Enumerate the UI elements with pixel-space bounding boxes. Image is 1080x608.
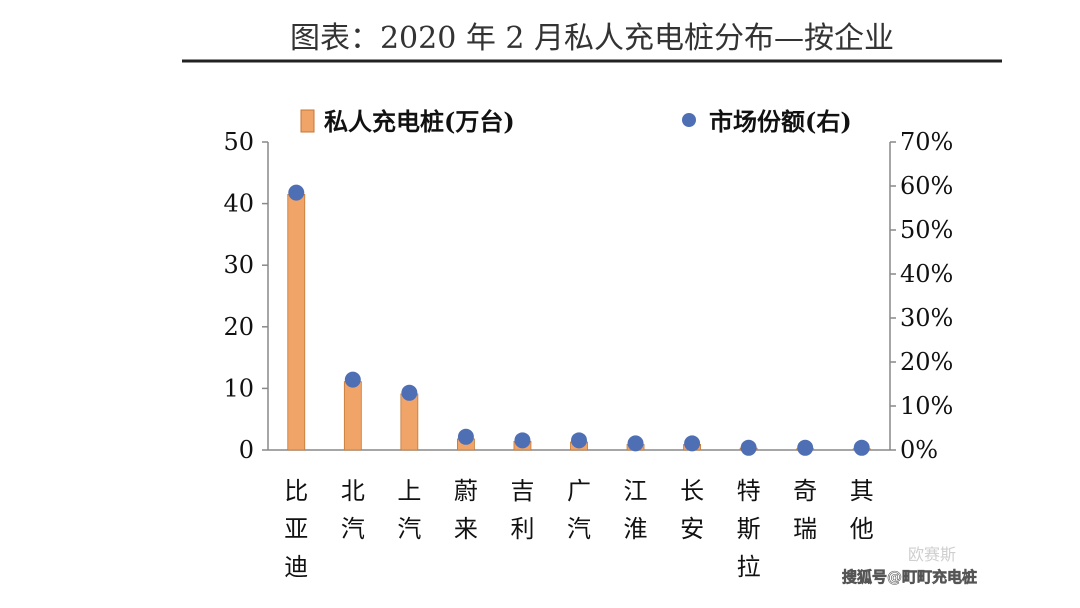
category-label-char: 他 <box>850 515 874 543</box>
share-dot-比亚迪 <box>288 184 305 201</box>
bar-北汽 <box>343 381 362 451</box>
watermark-source: 欧赛斯 <box>908 545 956 564</box>
left-tick-label: 10 <box>223 374 254 402</box>
category-label-char: 比 <box>284 477 308 505</box>
share-dot-其他 <box>853 439 870 456</box>
category-label-char: 奇 <box>793 477 817 505</box>
right-tick-label: 10% <box>900 392 953 420</box>
category-label-char: 特 <box>737 477 761 505</box>
axes-layer: 0 10 20 30 40 50 0% 10% 20% 30% 40% 50% 60% 70% <box>223 128 953 464</box>
category-label-char: 迪 <box>284 553 308 581</box>
chart-title: 图表：2020 年 2 月私人充电桩分布—按企业 <box>290 21 894 56</box>
right-tick-label: 50% <box>900 216 953 244</box>
right-tick-label: 20% <box>900 348 953 376</box>
share-dot-蔚来 <box>457 428 474 445</box>
category-label-char: 吉 <box>510 477 534 505</box>
right-tick-label: 70% <box>900 128 953 156</box>
category-label-char: 江 <box>624 477 648 505</box>
left-tick-label: 50 <box>223 128 254 156</box>
category-label-char: 利 <box>510 515 534 543</box>
share-dot-上汽 <box>401 384 418 401</box>
left-tick-label: 40 <box>223 190 254 218</box>
right-tick-label: 40% <box>900 260 953 288</box>
bars-layer <box>287 193 871 451</box>
category-label-char: 广 <box>567 477 591 505</box>
left-tick-label: 0 <box>239 436 254 464</box>
share-dot-江淮 <box>627 435 644 452</box>
share-dot-北汽 <box>344 371 361 388</box>
dots-layer <box>288 184 870 456</box>
category-label-char: 亚 <box>284 515 308 543</box>
category-label-char: 拉 <box>737 553 761 581</box>
bar-比亚迪 <box>287 193 306 451</box>
right-tick-label: 60% <box>900 172 953 200</box>
watermark-channel: 搜狐号@町町充电桩 <box>842 568 977 586</box>
category-label-char: 汽 <box>341 515 365 543</box>
legend-dot-swatch <box>682 113 696 127</box>
bar-上汽 <box>400 393 419 451</box>
share-dot-长安 <box>684 435 701 452</box>
right-tick-label: 30% <box>900 304 953 332</box>
legend-dot-label: 市场份额(右) <box>709 107 852 136</box>
left-tick-label: 30 <box>223 251 254 279</box>
category-label-char: 瑞 <box>793 515 817 543</box>
share-dot-特斯拉 <box>740 439 757 456</box>
share-dot-吉利 <box>514 432 531 449</box>
legend-bar-swatch <box>300 109 315 133</box>
left-tick-label: 20 <box>223 313 254 341</box>
share-dot-奇瑞 <box>797 439 814 456</box>
category-label-char: 汽 <box>567 515 591 543</box>
category-label-char: 北 <box>341 477 365 505</box>
category-label-char: 安 <box>680 515 704 543</box>
category-label-char: 其 <box>850 477 874 505</box>
right-tick-label: 0% <box>900 436 938 464</box>
category-label-char: 上 <box>397 477 421 505</box>
category-label-char: 长 <box>680 477 704 505</box>
category-label-char: 斯 <box>737 515 761 543</box>
legend-bar-label: 私人充电桩(万台) <box>324 107 515 136</box>
category-label-char: 蔚 <box>454 477 478 505</box>
category-label-char: 汽 <box>397 515 421 543</box>
category-label-char: 淮 <box>624 515 648 543</box>
category-label-char: 来 <box>454 515 478 543</box>
share-dot-广汽 <box>571 432 587 449</box>
